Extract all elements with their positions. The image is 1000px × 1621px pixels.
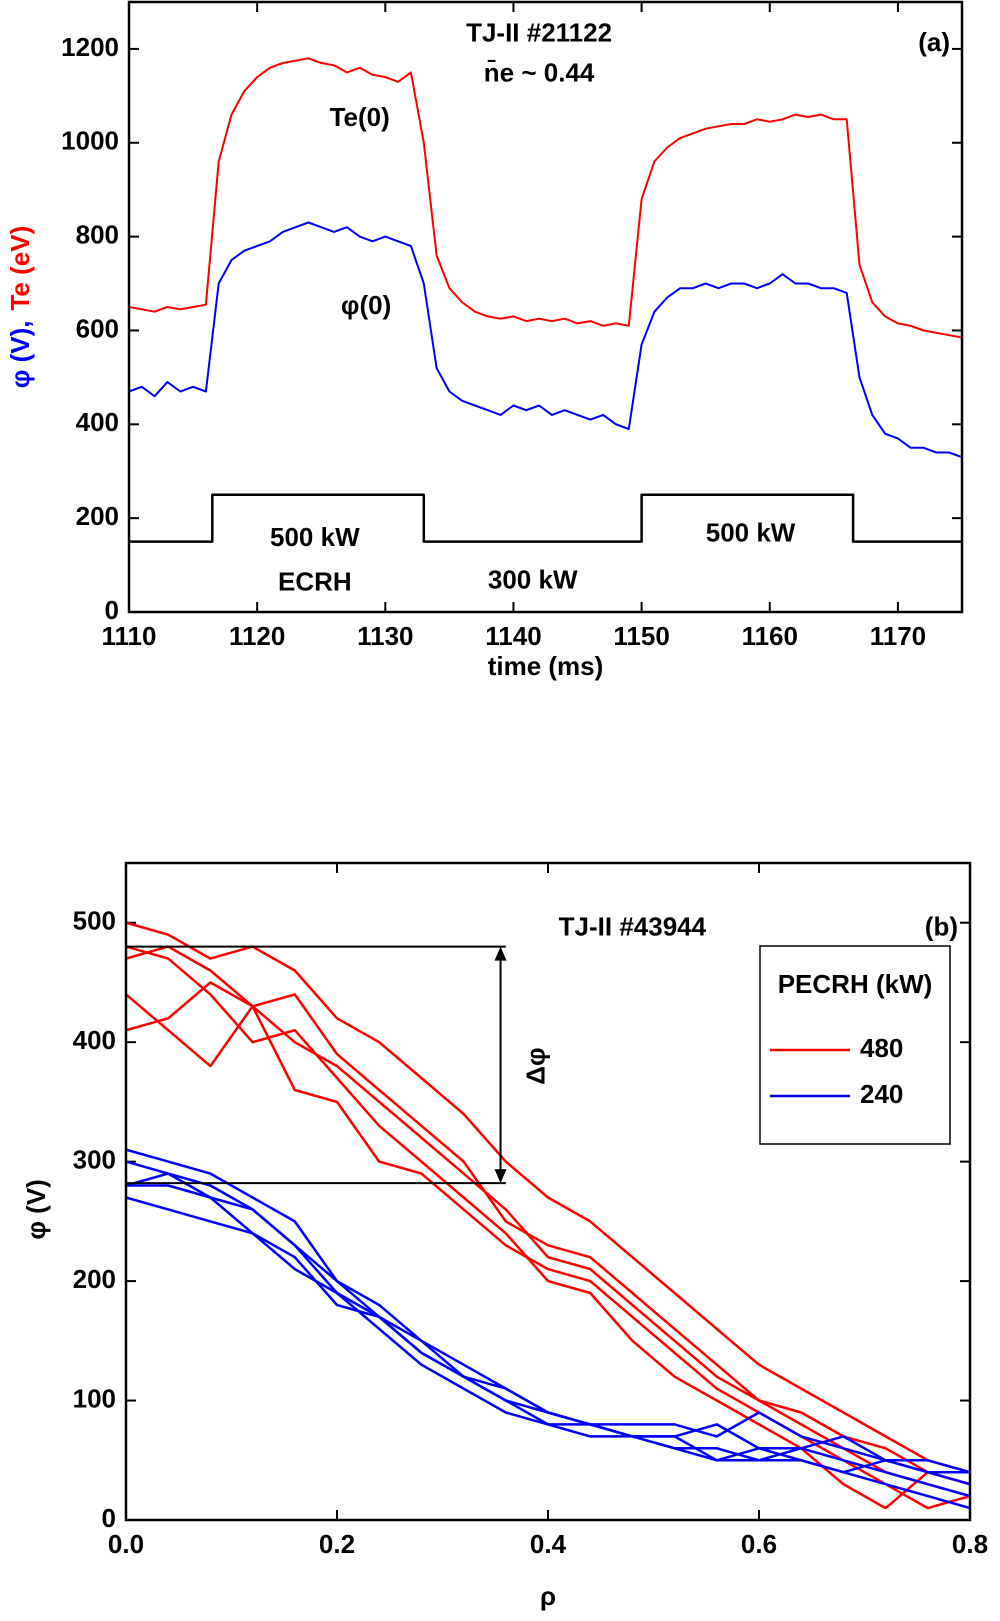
profile-line: [125, 1196, 971, 1510]
profile-line: [125, 993, 971, 1486]
y-tick-label: 500: [73, 906, 116, 936]
y-tick-label: 0: [105, 595, 119, 625]
annotation: TJ-II #43944: [559, 912, 707, 942]
x-tick-label: 1140: [485, 621, 541, 651]
profile-line: [125, 1172, 971, 1498]
legend-box: [759, 945, 951, 1145]
y-tick-label: 100: [73, 1383, 116, 1413]
x-tick-label: 0.4: [530, 1529, 567, 1559]
x-tick-label: 1120: [229, 621, 285, 651]
y-tick-label: 300: [73, 1145, 116, 1175]
x-tick-label: 1150: [613, 621, 669, 651]
series-line: [128, 221, 963, 459]
series-line: [129, 493, 962, 543]
annotation: (a): [918, 27, 950, 57]
annotation: n̄e ~ 0.44: [484, 58, 595, 88]
legend-label: 240: [860, 1079, 903, 1109]
annotation: 300 kW: [488, 564, 578, 594]
y-tick-label: 1200: [61, 32, 119, 62]
x-tick-label: 0.0: [108, 1529, 144, 1559]
series-label: Te(0): [330, 102, 390, 132]
y-axis-label-part: φ (V),: [5, 321, 35, 389]
x-tick-label: 0.6: [741, 1529, 777, 1559]
y-axis-label: φ (V), Te (eV): [5, 226, 35, 388]
y-tick-label: 200: [73, 1264, 116, 1294]
series-line: [128, 57, 963, 339]
profile-line: [125, 921, 971, 1474]
y-tick-label: 600: [76, 313, 119, 343]
y-tick-label: 400: [73, 1025, 116, 1055]
profile-line: [125, 945, 971, 1510]
y-tick-label: 800: [76, 219, 119, 249]
annotation: Δφ: [520, 1047, 550, 1084]
y-axis-label-part: Te (eV): [5, 226, 35, 311]
profile-line: [125, 1148, 971, 1486]
x-tick-label: 1110: [102, 621, 157, 651]
x-tick-label: 1160: [742, 621, 798, 651]
y-tick-label: 200: [76, 501, 119, 531]
x-tick-label: 0.2: [319, 1529, 355, 1559]
y-tick-label: 0: [102, 1503, 116, 1533]
plot-frame: [127, 0, 964, 614]
x-tick-label: 1130: [357, 621, 413, 651]
profile-line: [125, 981, 971, 1510]
annotation: ECRH: [278, 567, 352, 597]
legend-label: 480: [860, 1033, 903, 1063]
x-axis-label: time (ms): [488, 651, 604, 681]
x-axis-label: ρ: [540, 1581, 556, 1611]
annotation: 500 kW: [270, 522, 360, 552]
profile-line: [126, 1184, 970, 1474]
y-axis-label: φ (V): [21, 1179, 51, 1239]
annotation: TJ-II #21122: [466, 18, 612, 48]
y-tick-label: 1000: [61, 126, 119, 156]
y-tick-label: 400: [76, 407, 119, 437]
series-label: φ(0): [341, 290, 391, 320]
x-tick-label: 0.8: [952, 1529, 988, 1559]
annotation: 500 kW: [706, 517, 796, 547]
x-tick-label: 1170: [870, 621, 926, 651]
plot-frame: [124, 861, 972, 1522]
legend-title: PECRH (kW): [778, 969, 933, 999]
annotation: (b): [925, 912, 958, 942]
